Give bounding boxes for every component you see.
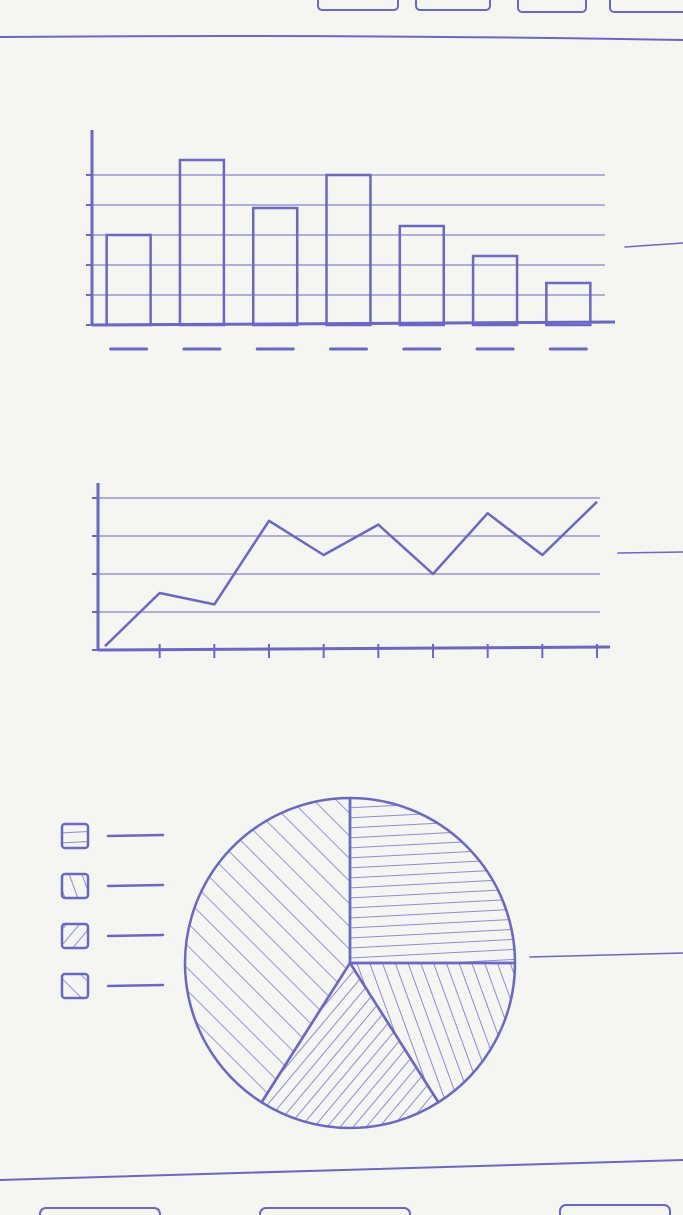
header-sketch [0,0,683,41]
bar [251,206,299,327]
legend-label-placeholder [106,933,165,938]
legend-swatch [60,872,90,900]
footer-sketch [0,1159,683,1215]
pie-slice [260,961,440,1130]
bar [545,281,592,327]
legend-label-placeholder [106,983,165,988]
pie-slice [348,961,517,1104]
legend-label-placeholder [106,833,165,838]
bar [471,254,519,327]
legend-swatch [60,972,90,1000]
side-notes [529,242,683,958]
pie-slice [183,796,352,1104]
legend-swatch [60,922,90,950]
x-axis [97,645,611,652]
bar [105,233,152,327]
legend-label-placeholder [106,883,165,888]
bar [178,158,226,327]
pie-slice [348,796,517,965]
line-series [104,500,598,648]
bar [325,173,372,327]
legend-swatch [60,822,90,850]
bar [398,224,446,327]
